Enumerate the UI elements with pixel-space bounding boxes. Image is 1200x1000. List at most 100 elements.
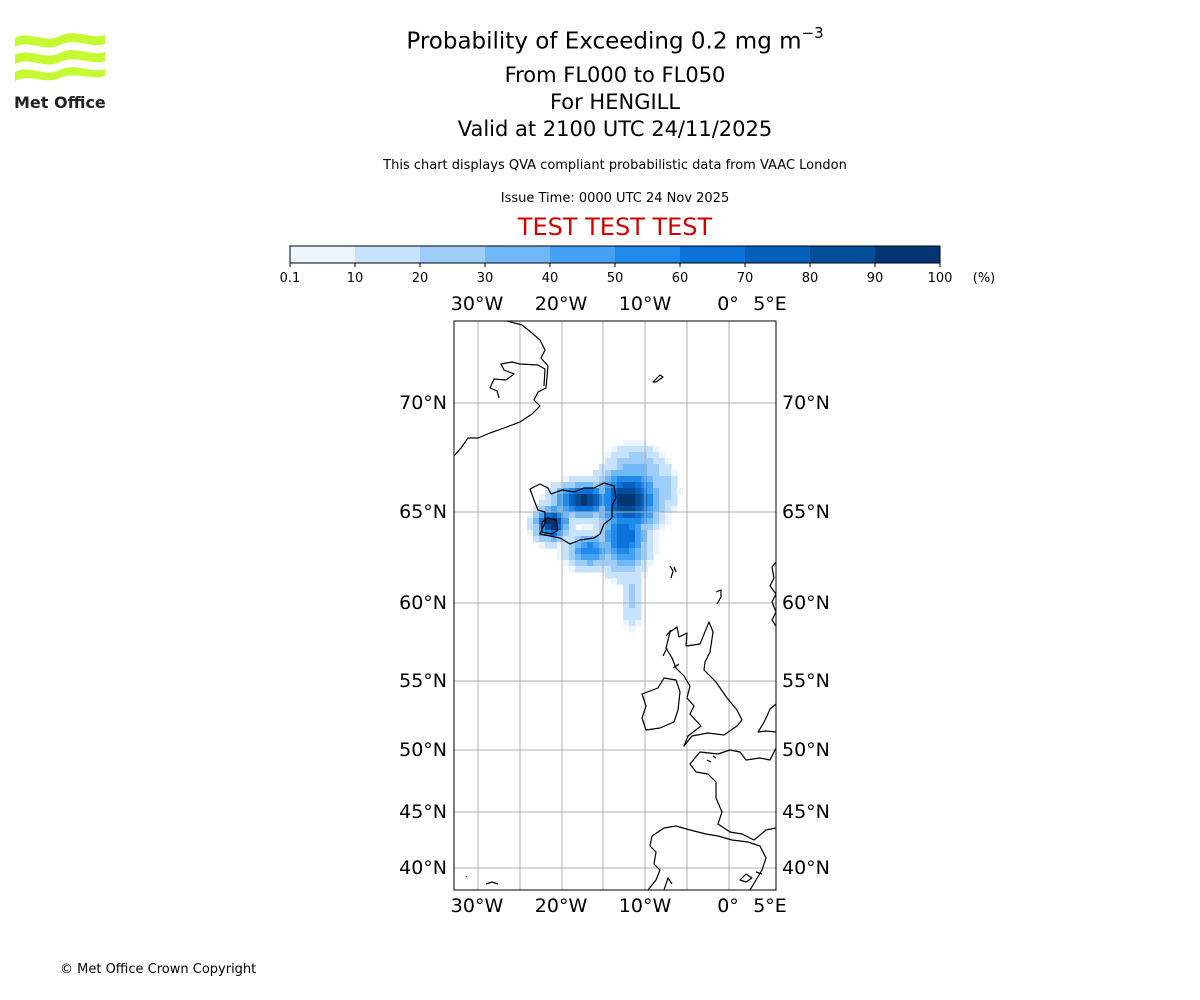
plume-cell bbox=[587, 518, 594, 525]
colorbar-tick-label: 30 bbox=[477, 271, 494, 286]
plume-cell bbox=[599, 554, 606, 561]
colorbar-swatch bbox=[290, 246, 356, 263]
plume-cell bbox=[623, 560, 630, 567]
plume-cell bbox=[605, 476, 612, 483]
plume-cell bbox=[665, 500, 672, 507]
plume-cell bbox=[623, 602, 630, 609]
plume-cell bbox=[653, 500, 660, 507]
plume-cell bbox=[629, 596, 636, 603]
plume-cell bbox=[659, 470, 666, 477]
title-main: Probability of Exceeding 0.2 mg m bbox=[406, 28, 802, 55]
plume-cell bbox=[563, 560, 570, 567]
plume-cell bbox=[557, 530, 564, 537]
coastline-azores bbox=[465, 875, 499, 885]
colorbar-unit: (%) bbox=[973, 271, 996, 286]
plume-cell bbox=[635, 452, 642, 459]
plume-cell bbox=[563, 548, 570, 555]
plume-cell bbox=[623, 488, 630, 495]
plume-cell bbox=[533, 518, 540, 525]
lat-label: 60°N bbox=[399, 592, 447, 614]
plume-cell bbox=[623, 614, 630, 621]
plume-cell bbox=[671, 506, 678, 513]
plume-cell bbox=[653, 524, 660, 531]
lat-label: 55°N bbox=[399, 670, 447, 692]
plume-cell bbox=[611, 446, 618, 453]
plume-cell bbox=[653, 482, 660, 489]
lat-label: 70°N bbox=[782, 392, 830, 414]
plume-cell bbox=[605, 512, 612, 519]
plume-cell bbox=[611, 482, 618, 489]
plume-cell bbox=[623, 500, 630, 507]
plume-cell bbox=[593, 488, 600, 495]
plume-cell bbox=[587, 542, 594, 549]
plume-cell bbox=[647, 554, 654, 561]
plume-cell bbox=[641, 440, 648, 447]
test-banner: TEST TEST TEST bbox=[517, 213, 713, 241]
plume-cell bbox=[599, 536, 606, 543]
plume-cell bbox=[605, 554, 612, 561]
plume-cell bbox=[581, 488, 588, 495]
plume-cell bbox=[563, 500, 570, 507]
plume-cell bbox=[593, 500, 600, 507]
plume-cell bbox=[587, 512, 594, 519]
plume-cell bbox=[611, 458, 618, 465]
plume-cell bbox=[569, 566, 576, 573]
plume-cell bbox=[629, 476, 636, 483]
plume-cell bbox=[623, 530, 630, 537]
plume-cell bbox=[605, 566, 612, 573]
plume-cell bbox=[629, 578, 636, 585]
plume-cell bbox=[629, 560, 636, 567]
plume-cell bbox=[653, 548, 660, 555]
plume-cell bbox=[653, 458, 660, 465]
plume-cell bbox=[551, 488, 558, 495]
plume-cell bbox=[641, 518, 648, 525]
plume-cell bbox=[587, 500, 594, 507]
plume-cell bbox=[539, 536, 546, 543]
valid-time: Valid at 2100 UTC 24/11/2025 bbox=[457, 117, 773, 141]
plume-cell bbox=[629, 542, 636, 549]
plume-cell bbox=[557, 518, 564, 525]
plume-cell bbox=[581, 524, 588, 531]
coastline-faroes bbox=[669, 565, 677, 579]
plume-cell bbox=[635, 614, 642, 621]
plume-cell bbox=[605, 536, 612, 543]
plume-cell bbox=[653, 452, 660, 459]
plume-cell bbox=[599, 470, 606, 477]
lat-label: 40°N bbox=[399, 857, 447, 879]
plume-cell bbox=[623, 446, 630, 453]
plume-cell bbox=[623, 572, 630, 579]
plume-cell bbox=[671, 500, 678, 507]
plume-cell bbox=[587, 524, 594, 531]
latitude-labels-right: 70°N 65°N 60°N 55°N 50°N 45°N 40°N bbox=[782, 392, 830, 879]
lon-label: 30°W bbox=[451, 895, 504, 917]
lon-label: 30°W bbox=[451, 293, 504, 315]
colorbar-tick-label: 90 bbox=[867, 271, 884, 286]
plume-cell bbox=[593, 536, 600, 543]
plume-cell bbox=[587, 554, 594, 561]
plume-cell bbox=[569, 494, 576, 501]
lat-label: 40°N bbox=[782, 857, 830, 879]
plume-cell bbox=[629, 530, 636, 537]
plume-cell bbox=[653, 488, 660, 495]
plume-cell bbox=[599, 518, 606, 525]
plume-cell bbox=[557, 482, 564, 489]
plume-cell bbox=[629, 590, 636, 597]
plume-cell bbox=[647, 530, 654, 537]
map-frame bbox=[453, 320, 777, 891]
plume-cell bbox=[641, 524, 648, 531]
plume-cell bbox=[563, 476, 570, 483]
plume-cell bbox=[611, 512, 618, 519]
plume-cell bbox=[641, 488, 648, 495]
coastline-iceland-peninsula bbox=[541, 517, 559, 535]
longitude-labels-bottom: 30°W 20°W 10°W 0° 5°E bbox=[451, 895, 787, 917]
plume-cell bbox=[533, 530, 540, 537]
plume-cell bbox=[635, 530, 642, 537]
plume-cell bbox=[581, 566, 588, 573]
plume-cell bbox=[653, 536, 660, 543]
plume-cell bbox=[551, 500, 558, 507]
plume-cell bbox=[641, 566, 648, 573]
plume-cell bbox=[599, 542, 606, 549]
plume-cell bbox=[575, 476, 582, 483]
plume-cell bbox=[593, 542, 600, 549]
coastline-iberia bbox=[651, 825, 767, 890]
